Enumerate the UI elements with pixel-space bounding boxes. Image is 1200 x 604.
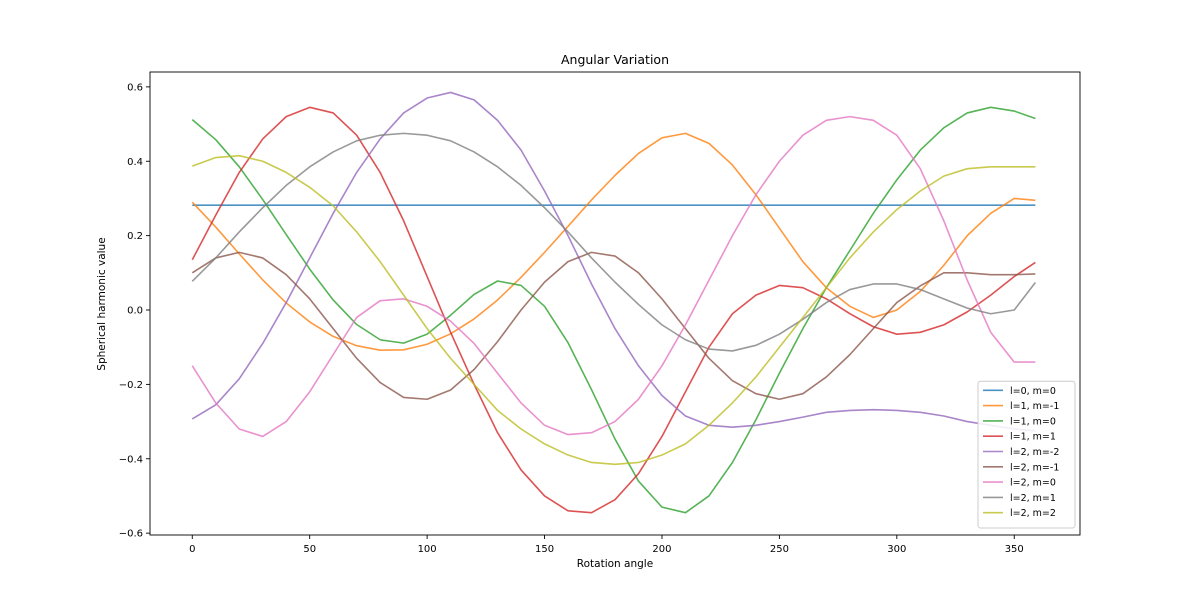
x-tick-label: 0	[189, 544, 195, 555]
series-line-8	[191, 132, 1037, 352]
legend-label: l=1, m=0	[1010, 416, 1056, 427]
legend-label: l=2, m=0	[1010, 478, 1056, 489]
x-tick-label: 150	[535, 544, 554, 555]
x-tick-label: 350	[1005, 544, 1024, 555]
series-line-4	[191, 106, 1036, 514]
x-tick-label: 200	[652, 544, 671, 555]
axes-frame	[149, 71, 1081, 536]
series-line-5	[191, 91, 1036, 432]
y-tick-label: −0.4	[119, 454, 143, 465]
series-line-9	[191, 154, 1036, 466]
legend-label: l=0, m=0	[1010, 386, 1056, 397]
series-line-2	[191, 132, 1036, 351]
series-line-7	[191, 115, 1036, 438]
x-axis-label: Rotation angle	[577, 558, 653, 570]
chart-title: Angular Variation	[561, 52, 669, 67]
x-tick-label: 50	[303, 544, 316, 555]
y-axis-label: Spherical harmonic value	[96, 237, 108, 370]
x-tick-label: 250	[770, 544, 789, 555]
legend-label: l=2, m=-2	[1010, 447, 1059, 458]
legend-label: l=2, m=1	[1010, 493, 1056, 504]
series-line-3	[191, 106, 1036, 514]
y-tick-label: 0.6	[127, 82, 143, 93]
legend-label: l=1, m=-1	[1010, 401, 1059, 412]
series-group	[191, 91, 1037, 514]
legend-box	[977, 380, 1076, 529]
y-tick-label: −0.2	[119, 380, 143, 391]
y-tick-label: 0.4	[127, 157, 143, 168]
legend: l=0, m=0 l=1, m=-1 l=1, m=0 l=1, m=1 l=2, m=…	[977, 380, 1076, 529]
legend-label: l=2, m=2	[1010, 508, 1056, 519]
plot-area: 0 50 100 150 200 250 300 350 −0.6 −0.4 −0.2 0.0 0.2 0…	[119, 71, 1081, 555]
y-tick-label: 0.0	[127, 306, 143, 317]
legend-label: l=1, m=1	[1010, 432, 1056, 443]
x-tick-label: 100	[418, 544, 437, 555]
y-tick-label: −0.6	[119, 529, 143, 540]
series-line-6	[191, 251, 1036, 401]
y-tick-label: 0.2	[127, 231, 143, 242]
x-tick-label: 300	[887, 544, 906, 555]
legend-label: l=2, m=-1	[1010, 462, 1059, 473]
